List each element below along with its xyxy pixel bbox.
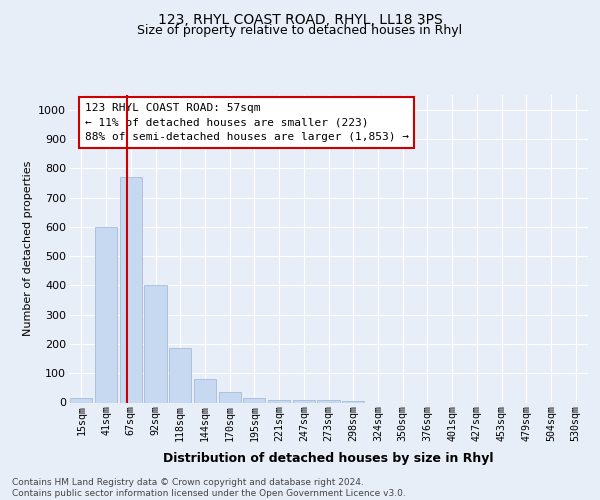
Bar	[342, 401, 364, 402]
Bar	[317, 400, 340, 402]
Text: 123, RHYL COAST ROAD, RHYL, LL18 3PS: 123, RHYL COAST ROAD, RHYL, LL18 3PS	[158, 12, 442, 26]
Bar	[70, 398, 92, 402]
Text: Size of property relative to detached houses in Rhyl: Size of property relative to detached ho…	[137, 24, 463, 37]
Bar	[218, 392, 241, 402]
Bar	[268, 400, 290, 402]
Bar	[169, 348, 191, 403]
Text: Contains HM Land Registry data © Crown copyright and database right 2024.
Contai: Contains HM Land Registry data © Crown c…	[12, 478, 406, 498]
Bar	[293, 400, 315, 402]
Y-axis label: Number of detached properties: Number of detached properties	[23, 161, 32, 336]
Bar	[243, 398, 265, 402]
X-axis label: Distribution of detached houses by size in Rhyl: Distribution of detached houses by size …	[163, 452, 494, 466]
Bar	[95, 227, 117, 402]
Bar	[194, 379, 216, 402]
Text: 123 RHYL COAST ROAD: 57sqm
← 11% of detached houses are smaller (223)
88% of sem: 123 RHYL COAST ROAD: 57sqm ← 11% of deta…	[85, 102, 409, 142]
Bar	[119, 177, 142, 402]
Bar	[145, 286, 167, 403]
